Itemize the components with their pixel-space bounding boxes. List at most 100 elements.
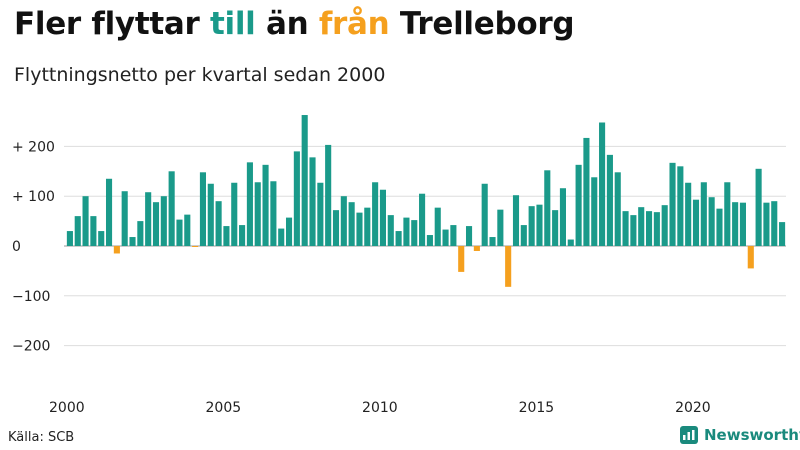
bar xyxy=(168,171,175,246)
y-tick-label: −100 xyxy=(12,289,50,305)
bar xyxy=(145,192,152,246)
bar xyxy=(199,172,206,246)
bar xyxy=(332,210,340,246)
bar xyxy=(497,209,504,246)
bar xyxy=(98,231,105,246)
bar xyxy=(645,211,653,246)
bar xyxy=(379,189,386,246)
x-tick-label: 2015 xyxy=(519,400,555,416)
bar xyxy=(137,221,144,246)
y-tick-label: 0 xyxy=(12,239,21,255)
bar xyxy=(434,207,441,246)
bar xyxy=(285,217,293,246)
y-tick-label: −200 xyxy=(12,339,50,355)
bar xyxy=(536,204,543,246)
bar xyxy=(387,215,394,246)
title-highlight-fran: från xyxy=(318,6,390,42)
bar xyxy=(771,201,778,246)
bar xyxy=(465,226,473,246)
bar xyxy=(732,202,739,246)
bar xyxy=(90,216,97,246)
bar xyxy=(505,246,512,287)
bar xyxy=(614,172,621,246)
bar xyxy=(176,219,183,246)
bar xyxy=(779,222,786,246)
source-note: Källa: SCB xyxy=(8,430,75,445)
bar xyxy=(82,196,89,246)
bar xyxy=(661,205,668,246)
bar xyxy=(677,166,684,246)
x-axis-ticks: 2000 2005 2010 2015 2020 xyxy=(49,400,711,416)
y-axis-ticks: + 200 + 100 0 −100 −200 xyxy=(12,139,55,354)
bar xyxy=(207,183,214,246)
bar-chart: + 200 + 100 0 −100 −200 2000 2005 2010 2015 2020 xyxy=(12,115,786,416)
bar xyxy=(395,231,402,246)
bar xyxy=(270,181,277,246)
bar xyxy=(481,183,488,246)
bar xyxy=(364,207,371,246)
bar xyxy=(325,144,332,246)
bar xyxy=(66,231,73,246)
bar xyxy=(739,202,746,246)
bar xyxy=(152,202,160,246)
y-tick-label: + 100 xyxy=(12,189,55,205)
bar xyxy=(411,220,418,246)
bar xyxy=(692,199,700,246)
bar xyxy=(606,154,613,246)
bar xyxy=(184,214,191,246)
bar xyxy=(724,182,731,246)
bar xyxy=(426,235,433,246)
bar xyxy=(630,215,637,246)
bar xyxy=(512,195,520,246)
bar xyxy=(301,115,308,246)
bar xyxy=(489,237,496,246)
bar xyxy=(278,228,285,246)
bar xyxy=(105,178,113,246)
title-highlight-till: till xyxy=(209,6,256,42)
bar xyxy=(763,202,770,246)
bar xyxy=(747,246,754,269)
bar xyxy=(528,206,535,246)
bar xyxy=(583,137,590,246)
bar xyxy=(419,193,426,246)
x-tick-label: 2010 xyxy=(362,400,398,416)
bar xyxy=(653,212,660,246)
bar xyxy=(129,237,136,246)
x-tick-label: 2005 xyxy=(206,400,242,416)
bar xyxy=(74,216,81,246)
newsworthy-logo-icon xyxy=(680,426,698,444)
bar xyxy=(403,217,410,246)
bar xyxy=(309,157,316,246)
bar xyxy=(372,182,379,246)
bar xyxy=(567,239,574,246)
y-tick-label: + 200 xyxy=(12,139,55,155)
chart-title: Fler flyttar till än från Trelleborg xyxy=(14,6,575,42)
bars xyxy=(66,115,786,287)
bar xyxy=(685,182,692,246)
bar xyxy=(716,208,723,246)
bar xyxy=(192,246,199,247)
bar xyxy=(708,197,715,246)
bar xyxy=(622,211,629,246)
bar xyxy=(356,212,363,246)
bar xyxy=(669,162,676,246)
bar xyxy=(231,182,238,246)
bar xyxy=(552,210,559,246)
bar xyxy=(700,182,707,246)
bar xyxy=(450,225,457,246)
brand: Newsworthy xyxy=(680,426,800,444)
bar xyxy=(599,122,606,246)
bar xyxy=(458,246,465,272)
bar xyxy=(591,177,598,246)
bar xyxy=(340,196,347,246)
bar xyxy=(121,191,128,246)
bar xyxy=(262,164,269,246)
bar xyxy=(473,246,480,251)
bar xyxy=(559,188,566,246)
x-tick-label: 2020 xyxy=(675,400,711,416)
x-tick-label: 2000 xyxy=(49,400,85,416)
bar xyxy=(254,182,261,246)
chart-subtitle: Flyttningsnetto per kvartal sedan 2000 xyxy=(14,64,386,86)
bar xyxy=(239,225,246,246)
bar xyxy=(638,207,645,246)
